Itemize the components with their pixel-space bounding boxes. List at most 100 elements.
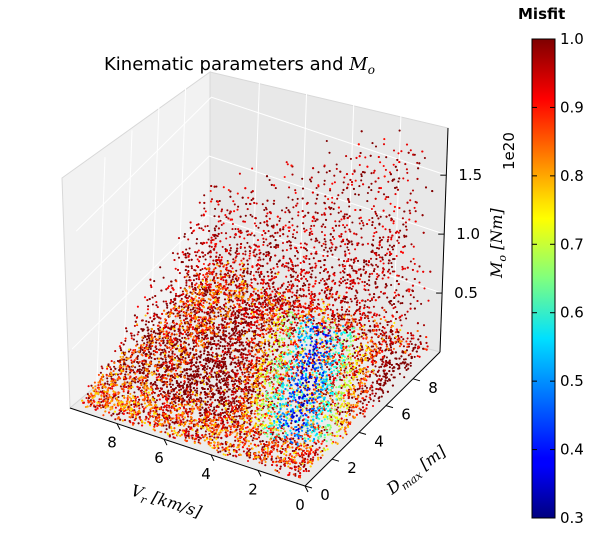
- scatter-point: [231, 423, 234, 426]
- scatter-point: [181, 384, 184, 387]
- scatter-point: [269, 246, 272, 249]
- scatter-point: [336, 335, 339, 338]
- scatter-point: [195, 277, 198, 280]
- scatter-point: [255, 324, 258, 328]
- scatter-point: [267, 250, 270, 254]
- scatter-point: [318, 346, 321, 350]
- scatter-point: [158, 373, 161, 376]
- scatter-point: [185, 333, 188, 336]
- scatter-point: [134, 320, 137, 323]
- scatter-point: [390, 330, 393, 333]
- scatter-point: [162, 384, 165, 387]
- scatter-point: [207, 356, 210, 359]
- scatter-point: [424, 186, 428, 189]
- scatter-point: [323, 259, 326, 262]
- scatter-point: [259, 258, 262, 261]
- scatter-point: [210, 348, 213, 351]
- scatter-point: [316, 193, 319, 196]
- scatter-point: [301, 284, 305, 287]
- scatter-point: [202, 255, 205, 258]
- scatter-point: [186, 334, 189, 337]
- scatter-point: [378, 366, 381, 369]
- scatter-point: [133, 391, 136, 394]
- scatter-point: [208, 353, 211, 356]
- scatter-point: [228, 276, 231, 279]
- scatter-point: [206, 313, 209, 316]
- scatter-point: [249, 368, 252, 371]
- scatter-point: [181, 370, 184, 373]
- scatter-point: [392, 258, 395, 261]
- scatter-point: [363, 399, 366, 402]
- scatter-point: [217, 414, 220, 417]
- scatter-point: [197, 334, 200, 337]
- scatter-point: [253, 330, 256, 333]
- scatter-point: [288, 211, 291, 214]
- scatter-point: [176, 372, 179, 375]
- scatter-point: [339, 318, 342, 321]
- scatter-point: [199, 350, 202, 353]
- scatter-point: [401, 295, 405, 298]
- scatter-point: [278, 219, 281, 222]
- scatter-point: [280, 209, 284, 212]
- scatter-point: [242, 344, 245, 347]
- scatter-point: [178, 389, 181, 392]
- scatter-point: [349, 328, 352, 331]
- scatter-point: [211, 409, 214, 412]
- scatter-point: [264, 305, 267, 308]
- scatter-point: [290, 295, 294, 298]
- scatter-point: [219, 381, 222, 384]
- scatter-point: [360, 179, 363, 182]
- scatter-point: [391, 246, 394, 249]
- scatter-point: [203, 387, 206, 391]
- scatter-point: [247, 373, 250, 376]
- scatter-point: [241, 360, 244, 363]
- scatter-point: [370, 182, 373, 185]
- scatter-point: [356, 259, 360, 262]
- scatter-point: [349, 230, 352, 233]
- scatter-point: [270, 457, 273, 460]
- scatter-point: [241, 265, 244, 268]
- scatter-point: [192, 353, 195, 356]
- scatter-point: [288, 220, 291, 224]
- scatter-point: [242, 326, 245, 329]
- scatter-point: [221, 345, 224, 348]
- scatter-point: [312, 257, 315, 260]
- scatter-point: [228, 355, 232, 358]
- scatter-point: [409, 340, 412, 343]
- scatter-point: [331, 235, 334, 238]
- scatter-point: [310, 224, 313, 228]
- scatter-point: [196, 373, 199, 376]
- scatter-point: [189, 361, 192, 364]
- scatter-point: [385, 335, 388, 338]
- scatter-point: [297, 470, 300, 473]
- scatter-point: [392, 366, 395, 369]
- scatter-point: [405, 368, 408, 371]
- scatter-point: [400, 355, 403, 358]
- scatter-points: [81, 129, 434, 479]
- scatter-point: [203, 207, 206, 210]
- scatter-point: [194, 365, 197, 368]
- scatter-point: [369, 299, 372, 303]
- scatter-point: [173, 329, 176, 332]
- scatter-point: [189, 384, 192, 387]
- scatter-point: [295, 291, 298, 294]
- scatter-point: [186, 419, 189, 422]
- scatter-point: [180, 353, 183, 356]
- scatter-point: [291, 217, 294, 220]
- scatter-point: [142, 351, 145, 354]
- scatter-point: [222, 377, 226, 380]
- scatter-point: [378, 236, 381, 239]
- scatter-point: [201, 267, 204, 271]
- scatter-point: [364, 385, 367, 388]
- scatter-point: [201, 336, 204, 339]
- scatter-point: [189, 347, 192, 350]
- grid-line: [392, 112, 402, 337]
- scatter-point: [204, 290, 207, 293]
- scatter-point: [350, 240, 353, 243]
- scatter-point: [288, 240, 291, 243]
- scatter-point: [265, 215, 268, 218]
- scatter-point: [172, 319, 175, 322]
- scatter-point: [346, 278, 349, 281]
- scatter-point: [188, 259, 191, 262]
